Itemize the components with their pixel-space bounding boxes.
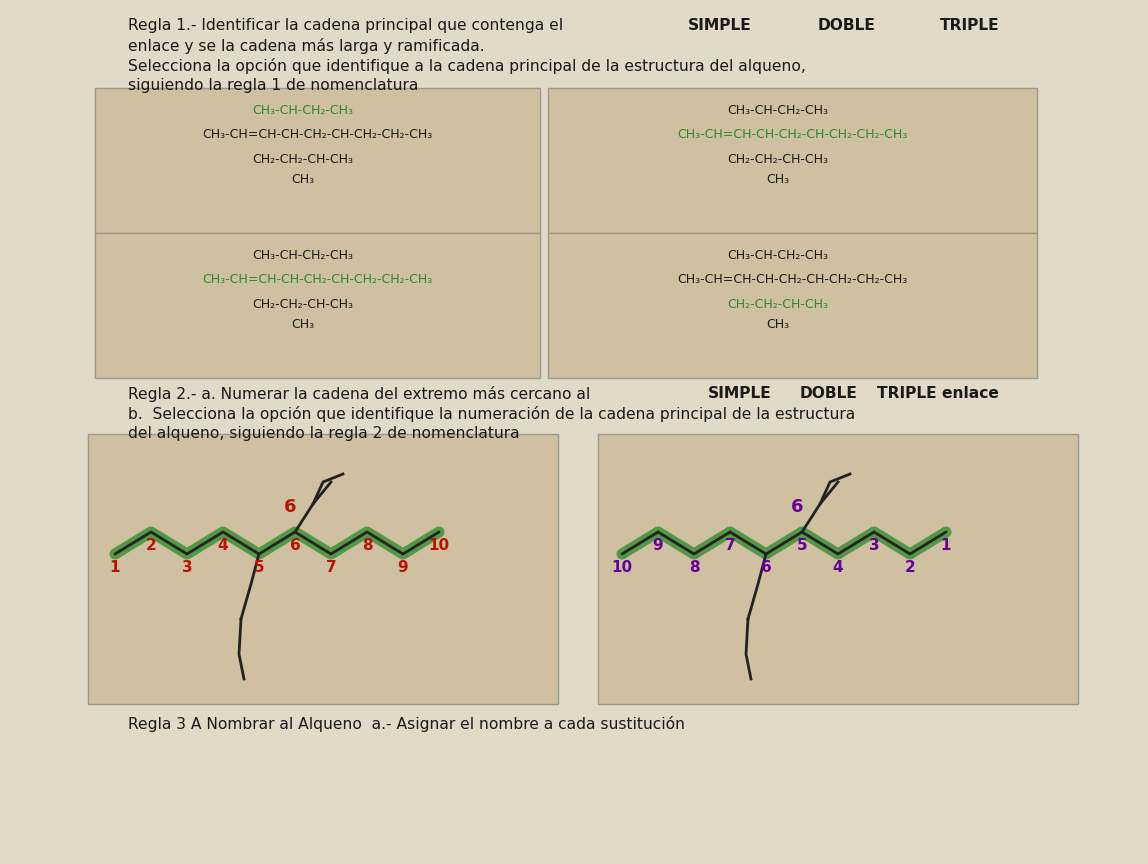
Text: 6: 6 — [761, 560, 771, 575]
Text: CH₃-CH=CH-CH-CH₂-CH-CH₂-CH₂-CH₃: CH₃-CH=CH-CH-CH₂-CH-CH₂-CH₂-CH₃ — [677, 273, 908, 286]
Text: siguiendo la regla 1 de nomenclatura: siguiendo la regla 1 de nomenclatura — [127, 78, 418, 93]
Text: CH₃-CH-CH₂-CH₃: CH₃-CH-CH₂-CH₃ — [727, 249, 828, 262]
Text: 3: 3 — [181, 560, 193, 575]
Text: CH₃: CH₃ — [290, 173, 315, 186]
Text: SIMPLE: SIMPLE — [688, 18, 752, 33]
Text: Regla 1.- Identificar la cadena principal que contenga el: Regla 1.- Identificar la cadena principa… — [127, 18, 564, 33]
Text: CH₃-CH-CH₂-CH₃: CH₃-CH-CH₂-CH₃ — [253, 249, 352, 262]
Text: 6: 6 — [284, 498, 296, 516]
Text: 6: 6 — [791, 498, 804, 516]
Text: CH₃-CH=CH-CH-CH₂-CH-CH₂-CH₂-CH₃: CH₃-CH=CH-CH-CH₂-CH-CH₂-CH₂-CH₃ — [202, 273, 433, 286]
Text: 7: 7 — [326, 560, 336, 575]
Text: Regla 2.- a. Numerar la cadena del extremo más cercano al: Regla 2.- a. Numerar la cadena del extre… — [127, 386, 590, 402]
Bar — [95, 88, 540, 233]
Bar — [548, 233, 1037, 378]
Text: 1: 1 — [940, 538, 952, 553]
Text: 10: 10 — [612, 560, 633, 575]
Text: 8: 8 — [689, 560, 699, 575]
Text: 8: 8 — [362, 538, 372, 553]
Text: CH₃-CH=CH-CH-CH₂-CH-CH₂-CH₂-CH₃: CH₃-CH=CH-CH-CH₂-CH-CH₂-CH₂-CH₃ — [202, 128, 433, 141]
Text: TRIPLE enlace: TRIPLE enlace — [877, 386, 999, 401]
Text: 6: 6 — [289, 538, 301, 553]
Text: SIMPLE: SIMPLE — [708, 386, 771, 401]
Text: CH₂-CH₂-CH-CH₃: CH₂-CH₂-CH-CH₃ — [727, 298, 828, 311]
Text: 4: 4 — [218, 538, 228, 553]
Text: 4: 4 — [832, 560, 844, 575]
Text: CH₃: CH₃ — [766, 173, 789, 186]
Text: Regla 3 A Nombrar al Alqueno  a.- Asignar el nombre a cada sustitución: Regla 3 A Nombrar al Alqueno a.- Asignar… — [127, 716, 685, 732]
Text: 2: 2 — [905, 560, 915, 575]
Text: 9: 9 — [653, 538, 664, 553]
Text: DOBLE: DOBLE — [819, 18, 876, 33]
Text: 9: 9 — [397, 560, 409, 575]
Text: CH₃-CH-CH₂-CH₃: CH₃-CH-CH₂-CH₃ — [253, 104, 352, 117]
Bar — [88, 434, 558, 704]
Text: enlace y se la cadena más larga y ramificada.: enlace y se la cadena más larga y ramifi… — [127, 38, 484, 54]
Text: b.  Selecciona la opción que identifique la numeración de la cadena principal de: b. Selecciona la opción que identifique … — [127, 406, 855, 422]
Text: 3: 3 — [869, 538, 879, 553]
Text: 7: 7 — [724, 538, 736, 553]
Text: CH₂-CH₂-CH-CH₃: CH₂-CH₂-CH-CH₃ — [253, 153, 352, 166]
Text: CH₃-CH=CH-CH-CH₂-CH-CH₂-CH₂-CH₃: CH₃-CH=CH-CH-CH₂-CH-CH₂-CH₂-CH₃ — [677, 128, 908, 141]
Text: DOBLE: DOBLE — [800, 386, 858, 401]
Text: TRIPLE: TRIPLE — [940, 18, 1000, 33]
Text: Selecciona la opción que identifique a la cadena principal de la estructura del : Selecciona la opción que identifique a l… — [127, 58, 806, 74]
Text: CH₃-CH-CH₂-CH₃: CH₃-CH-CH₂-CH₃ — [727, 104, 828, 117]
Text: 1: 1 — [110, 560, 121, 575]
Bar — [548, 88, 1037, 233]
Bar — [95, 233, 540, 378]
Text: 5: 5 — [254, 560, 264, 575]
Text: CH₃: CH₃ — [766, 318, 789, 331]
Text: 5: 5 — [797, 538, 807, 553]
Text: del alqueno, siguiendo la regla 2 de nomenclatura: del alqueno, siguiendo la regla 2 de nom… — [127, 426, 520, 441]
Bar — [598, 434, 1078, 704]
Text: CH₂-CH₂-CH-CH₃: CH₂-CH₂-CH-CH₃ — [727, 153, 828, 166]
Text: 10: 10 — [428, 538, 450, 553]
Text: CH₂-CH₂-CH-CH₃: CH₂-CH₂-CH-CH₃ — [253, 298, 352, 311]
Text: CH₃: CH₃ — [290, 318, 315, 331]
Text: 2: 2 — [146, 538, 156, 553]
